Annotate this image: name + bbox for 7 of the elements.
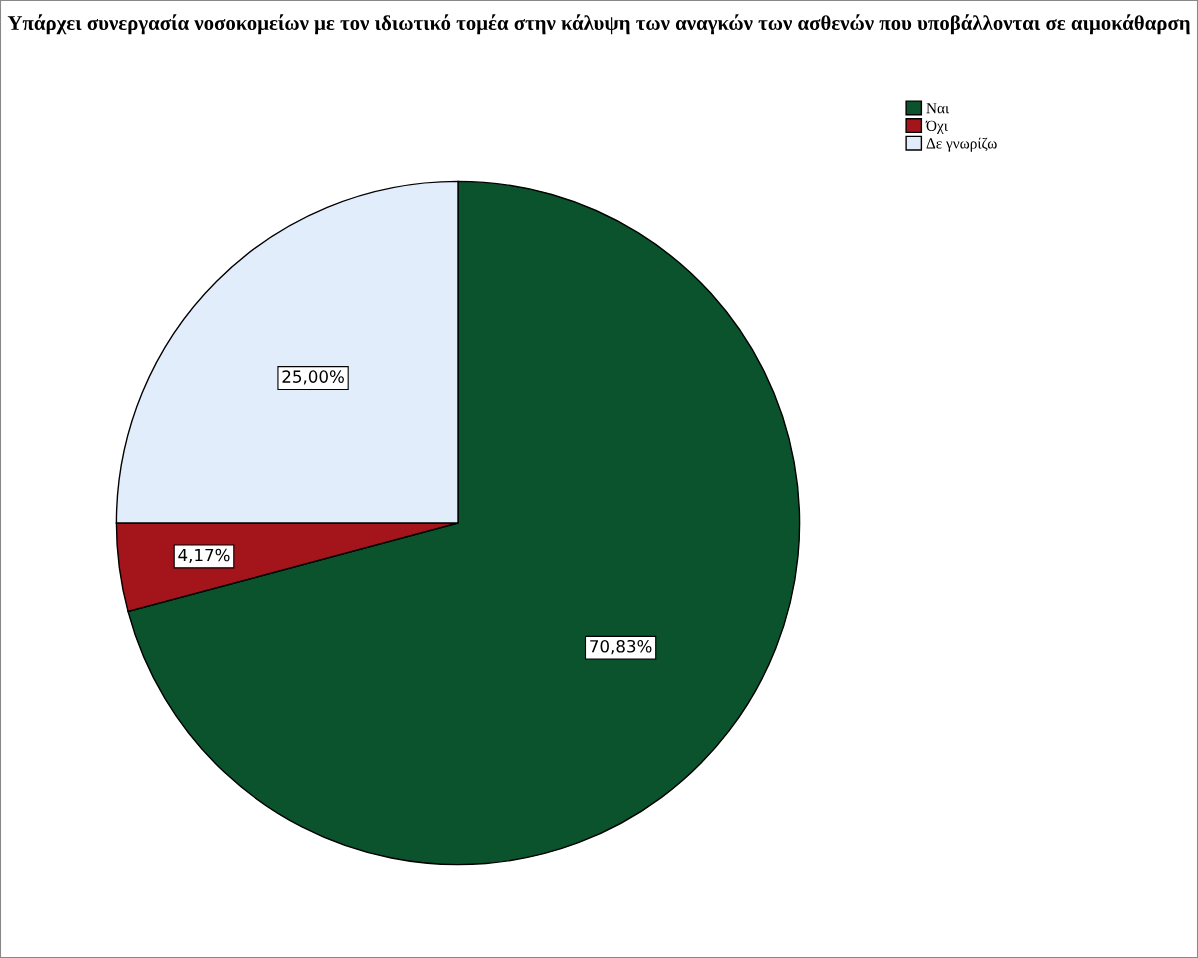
legend-label: Δε γνωρίζω (926, 137, 997, 152)
data-label: 4,17% (178, 548, 230, 563)
legend-label: Όχι (925, 120, 948, 135)
data-label: 25,00% (282, 370, 344, 385)
legend-label: Ναι (926, 103, 950, 114)
data-label: 70,83% (590, 639, 652, 655)
chart-title: Υπάρχει συνεργασία νοσοκομείων με τον ιδιωτικό τομέα στην κάλυψη των αναγκών των ασθενών που υποβάλλονται σε αιμοκάθαρση (7, 14, 1190, 35)
